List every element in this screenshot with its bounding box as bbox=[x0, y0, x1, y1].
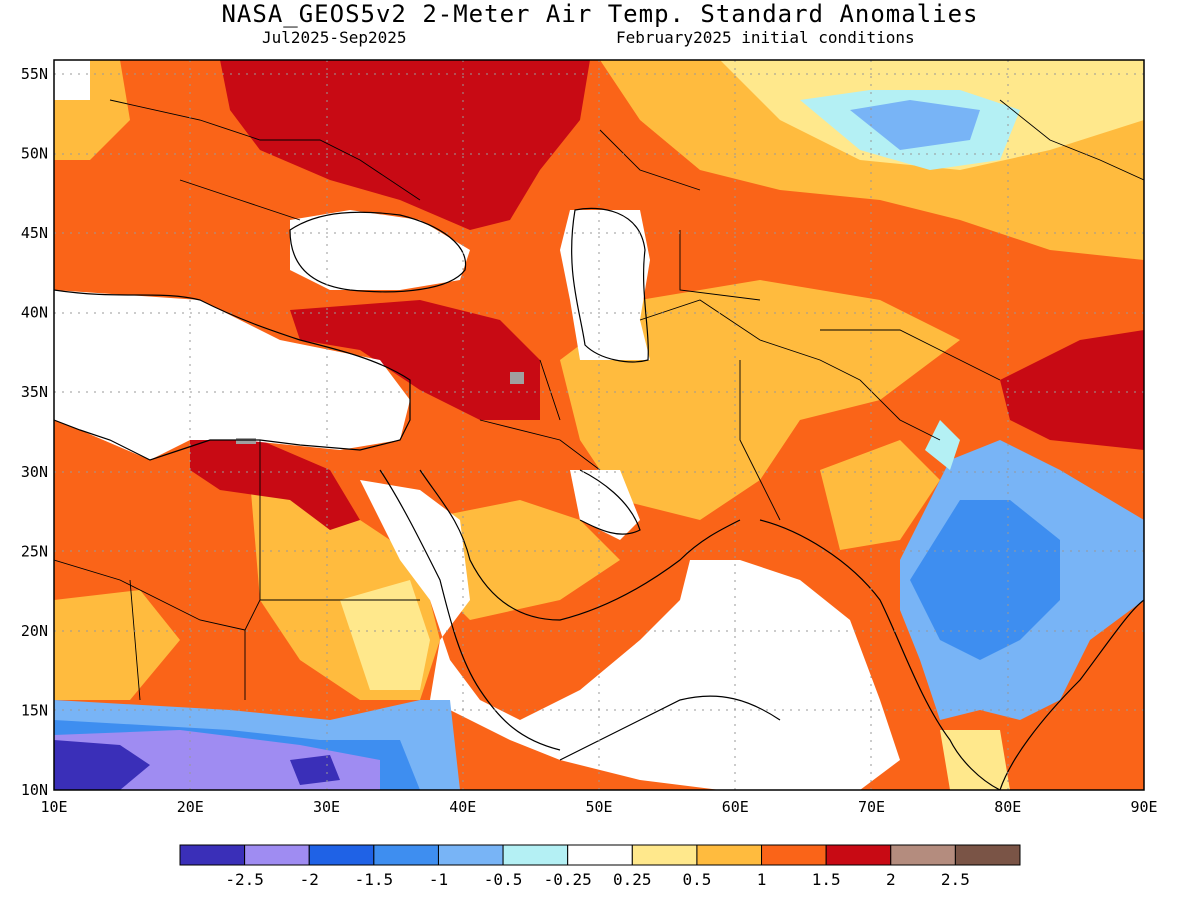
field-india-edge bbox=[925, 420, 960, 470]
longitude-labels: 10E 20E 30E 40E 50E 60E 70E 80E 90E bbox=[40, 798, 1157, 816]
field-ethiopia-weak bbox=[340, 580, 430, 690]
latitude-labels: 55N 50N 45N 40N 35N 30N 25N 20N 15N 10N bbox=[21, 65, 48, 799]
lon-label-50e: 50E bbox=[585, 798, 612, 816]
legend-swatch-6 bbox=[567, 844, 633, 866]
legend-swatch-1 bbox=[244, 844, 310, 866]
lat-label-30n: 30N bbox=[21, 463, 48, 481]
lat-label-20n: 20N bbox=[21, 622, 48, 640]
field-iran-moderate bbox=[560, 280, 960, 520]
field-arabia-moderate bbox=[420, 500, 620, 620]
lon-label-70e: 70E bbox=[858, 798, 885, 816]
legend-label-9: 1.5 bbox=[812, 870, 841, 889]
field-sahel-moderate bbox=[54, 590, 180, 700]
field-gulf-neutral bbox=[570, 470, 640, 540]
field-northsea-neutral bbox=[54, 60, 90, 100]
lon-label-20e: 20E bbox=[177, 798, 204, 816]
legend-swatch-5 bbox=[502, 844, 569, 866]
field-red-sea-arabian-sea-neutral bbox=[360, 480, 900, 790]
field-india-cooler bbox=[910, 500, 1060, 660]
forecast-period: Jul2025-Sep2025 bbox=[262, 28, 407, 47]
legend-label-1: -2 bbox=[300, 870, 319, 889]
legend-label-6: 0.25 bbox=[613, 870, 652, 889]
legend-label-8: 1 bbox=[757, 870, 767, 889]
field-sudan-deep bbox=[290, 755, 340, 785]
lat-label-40n: 40N bbox=[21, 304, 48, 322]
lat-label-15n: 15N bbox=[21, 701, 48, 719]
field-turkey-syria-strong bbox=[290, 300, 540, 420]
lat-label-35n: 35N bbox=[21, 383, 48, 401]
lon-label-40e: 40E bbox=[449, 798, 476, 816]
legend-label-0: -2.5 bbox=[225, 870, 264, 889]
field-egypt-strong bbox=[190, 440, 360, 530]
lat-label-50n: 50N bbox=[21, 145, 48, 163]
anomaly-field bbox=[54, 60, 1144, 790]
lon-label-10e: 10E bbox=[40, 798, 67, 816]
color-legend: -2.5 -2 -1.5 -1 -0.5 -0.25 0.25 0.5 1 1.5 2 2.5 bbox=[179, 844, 1021, 889]
legend-swatch-10 bbox=[825, 844, 892, 866]
initial-conditions: February2025 initial conditions bbox=[616, 28, 915, 47]
legend-swatch-3 bbox=[373, 844, 439, 866]
legend-swatch-9 bbox=[761, 844, 827, 866]
legend-swatch-0 bbox=[179, 844, 246, 866]
legend-swatch-2 bbox=[308, 844, 375, 866]
legend-label-4: -0.5 bbox=[484, 870, 523, 889]
field-caspian-neutral bbox=[560, 210, 650, 360]
field-kazakh-cooler bbox=[850, 100, 980, 150]
lat-label-10n: 10N bbox=[21, 781, 48, 799]
legend-swatch-7 bbox=[631, 844, 698, 866]
field-gray-libya bbox=[236, 438, 256, 444]
lon-label-60e: 60E bbox=[722, 798, 749, 816]
legend-label-11: 2.5 bbox=[941, 870, 970, 889]
field-pakistan-moderate bbox=[820, 440, 940, 550]
legend-label-3: -1 bbox=[429, 870, 448, 889]
legend-label-2: -1.5 bbox=[355, 870, 394, 889]
lon-label-30e: 30E bbox=[313, 798, 340, 816]
legend-label-5: -0.25 bbox=[544, 870, 592, 889]
country-borders bbox=[54, 99, 1144, 701]
graticule bbox=[54, 60, 1144, 790]
map-title: NASA_GEOS5v2 2-Meter Air Temp. Standard … bbox=[221, 0, 979, 28]
field-mediterranean-neutral bbox=[54, 290, 410, 460]
coastlines bbox=[54, 207, 1144, 790]
field-srilanka-weak bbox=[940, 730, 1010, 790]
lat-label-55n: 55N bbox=[21, 65, 48, 83]
legend-label-10: 2 bbox=[886, 870, 896, 889]
field-ukraine-strong bbox=[220, 60, 590, 230]
legend-swatch-4 bbox=[437, 844, 504, 866]
field-tibet-strong bbox=[1000, 330, 1144, 450]
legend-swatch-8 bbox=[696, 844, 763, 866]
lat-label-25n: 25N bbox=[21, 542, 48, 560]
lat-label-45n: 45N bbox=[21, 224, 48, 242]
legend-swatch-12 bbox=[954, 844, 1021, 866]
field-black-sea-neutral bbox=[290, 210, 470, 290]
lon-label-80e: 80E bbox=[994, 798, 1021, 816]
map-frame bbox=[53, 59, 1145, 791]
field-sahel-deep bbox=[54, 740, 150, 790]
legend-swatch-11 bbox=[890, 844, 956, 866]
lon-label-90e: 90E bbox=[1130, 798, 1157, 816]
legend-label-7: 0.5 bbox=[682, 870, 711, 889]
field-gray-iraq bbox=[510, 372, 524, 384]
